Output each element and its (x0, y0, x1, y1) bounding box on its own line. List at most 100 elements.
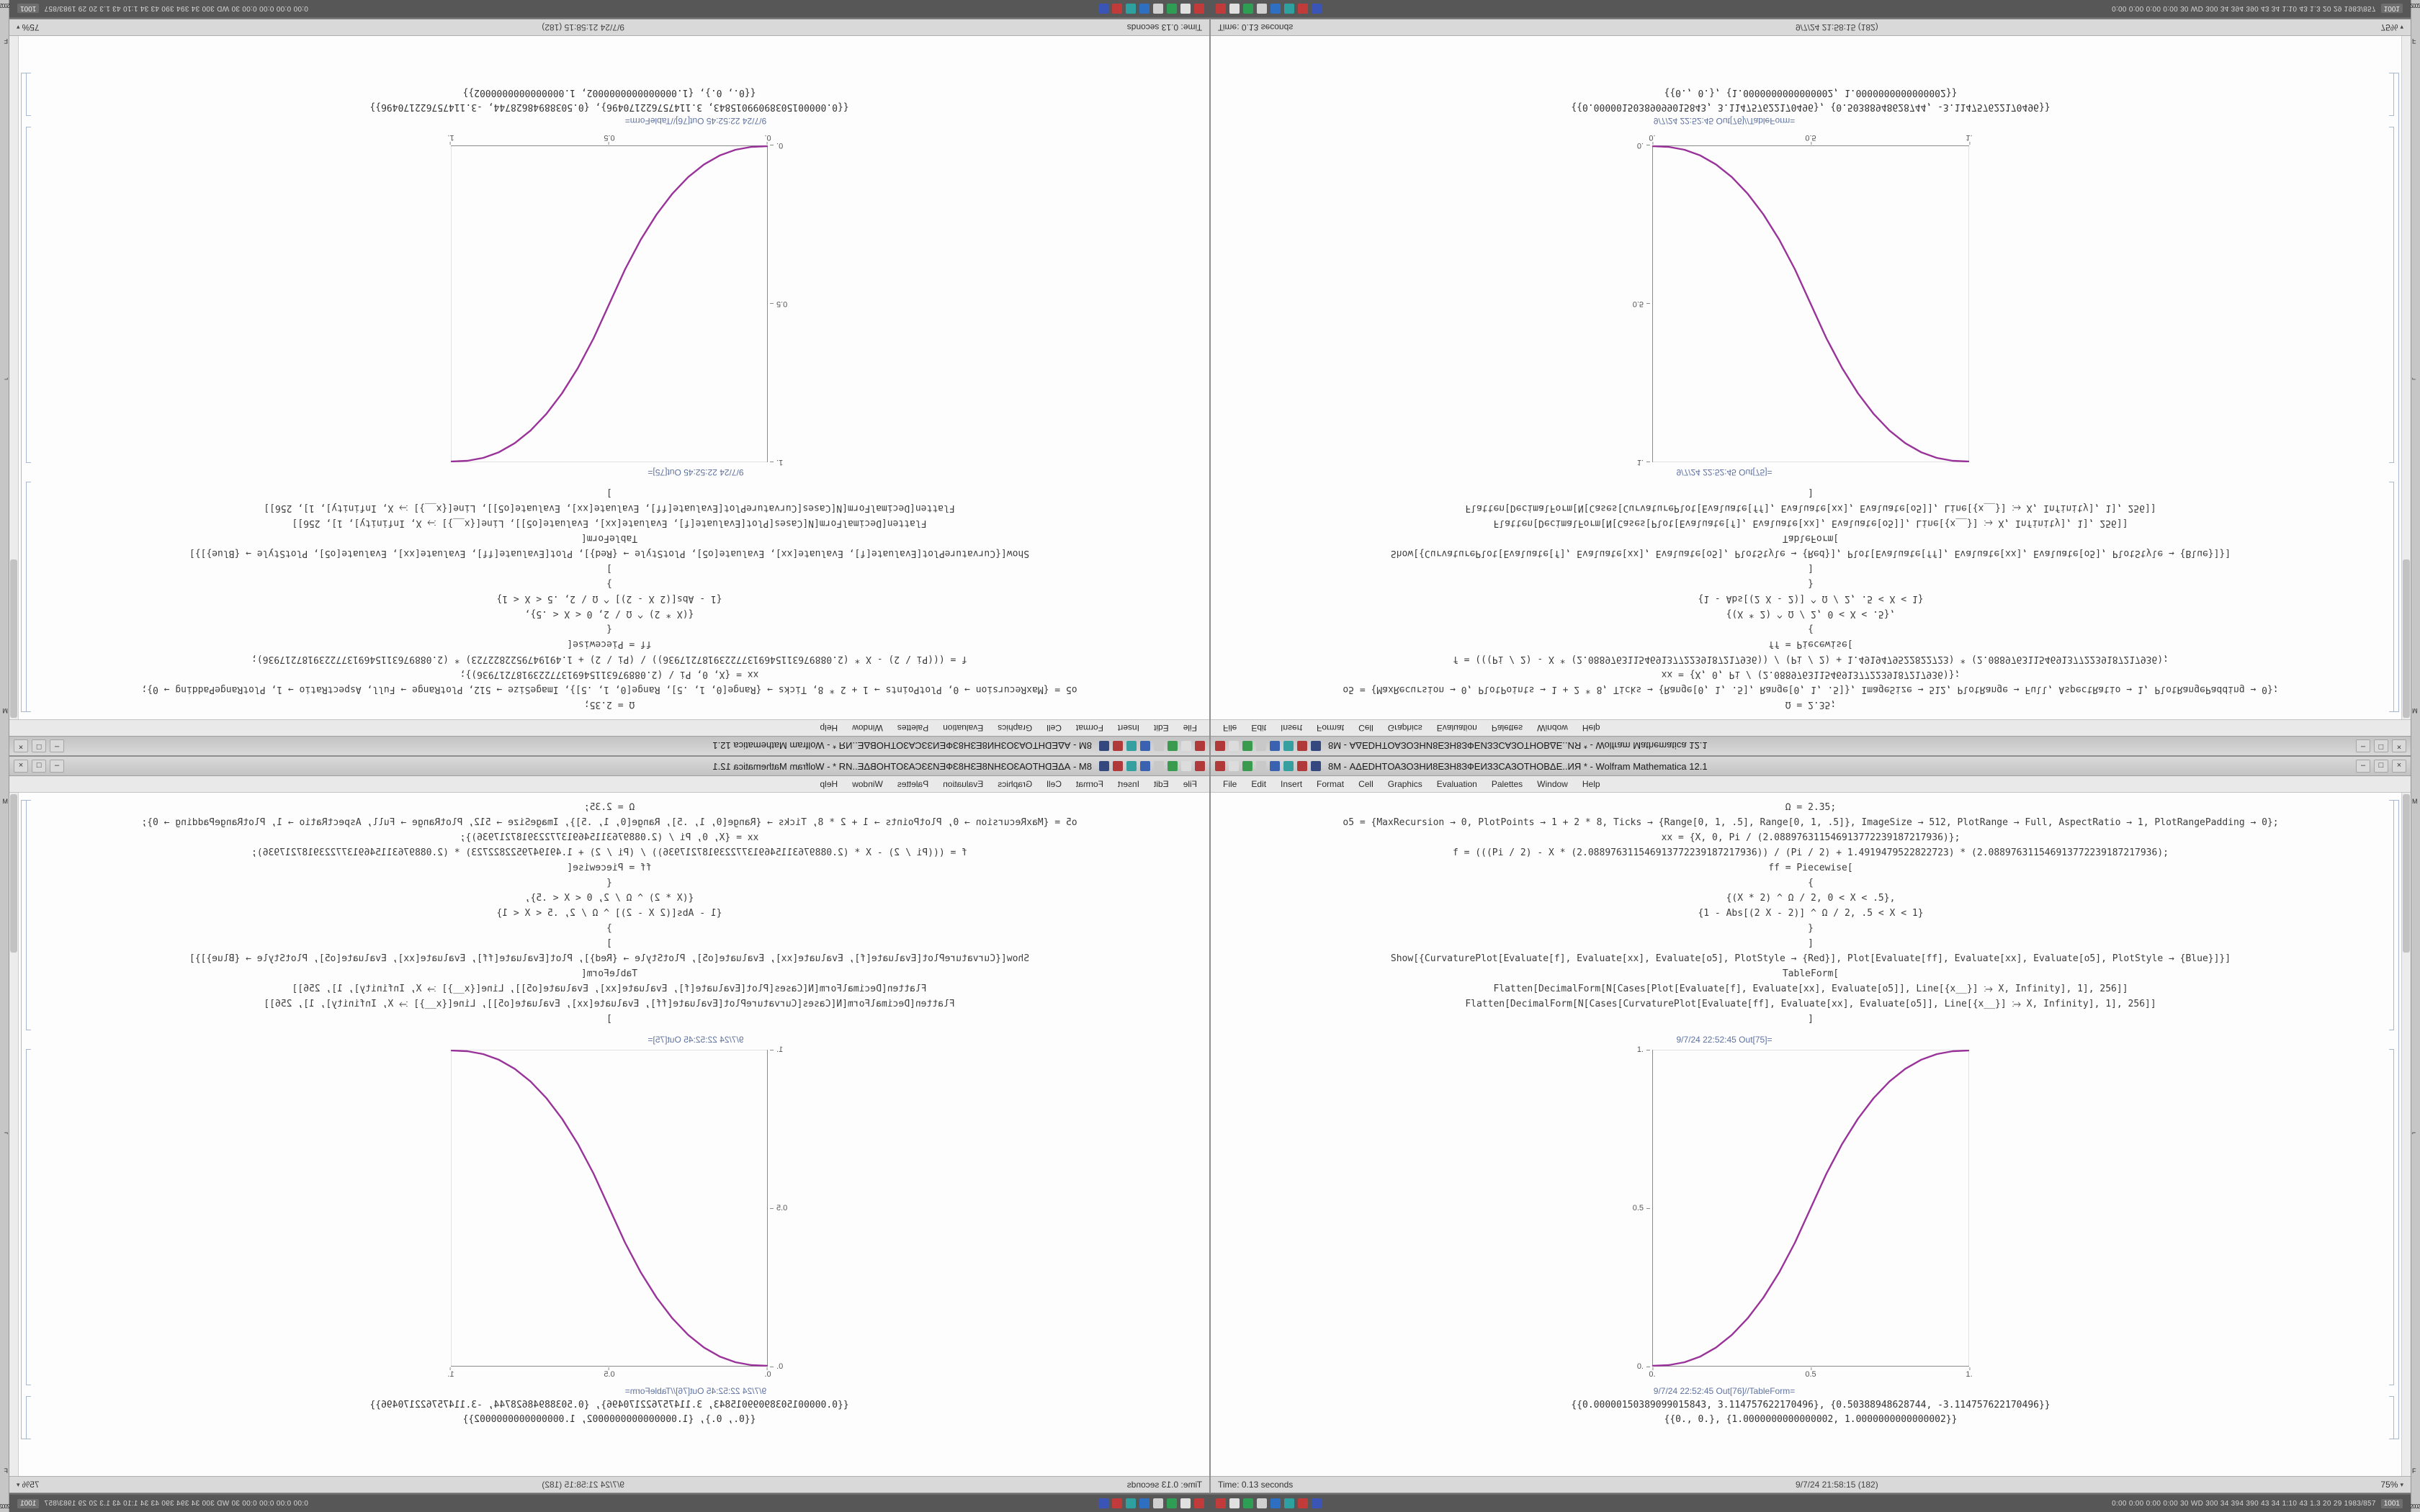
titlebar-app-icon-8[interactable] (1311, 741, 1321, 751)
titlebar-app-icon-4[interactable] (1256, 761, 1266, 771)
code-line[interactable]: { (1808, 624, 1814, 634)
titlebar-app-icon-7[interactable] (1297, 741, 1307, 751)
titlebar-app-icon-8[interactable] (1099, 761, 1109, 771)
taskbar-app-icon-6[interactable] (1126, 4, 1136, 14)
code-line[interactable]: Show[{CurvaturePlot[Evaluate[f], Evaluat… (1390, 548, 2231, 559)
taskbar-app-icon-2[interactable] (1180, 1498, 1191, 1508)
code-line[interactable]: Flatten[DecimalForm[N[Cases[CurvaturePlo… (264, 503, 955, 513)
taskbar-app-icon-1[interactable] (1216, 1498, 1226, 1508)
menu-item[interactable]: File (1183, 723, 1197, 733)
magnification-control[interactable]: 75% ▾ (2380, 1480, 2403, 1490)
code-line[interactable]: o5 = {MaxRecursion → 0, PlotPoints → 1 +… (1343, 817, 2279, 828)
code-line[interactable]: xx = {X, 0, Pi / (2.08897631154691377223… (1661, 669, 1960, 680)
magnification-control[interactable]: 75% ▾ (17, 1480, 40, 1490)
strip-glyph[interactable]: F (2412, 1467, 2416, 1475)
titlebar-app-icon-1[interactable] (1195, 741, 1205, 751)
vertical-scrollbar[interactable] (2401, 36, 2411, 719)
menu-item[interactable]: Format (1075, 779, 1103, 789)
menu-item[interactable]: Edit (1251, 779, 1267, 789)
titlebar-app-icon-5[interactable] (1140, 761, 1150, 771)
code-line[interactable]: ff = Piecewise[ (567, 639, 652, 649)
strip-glyph[interactable]: F (4, 37, 9, 45)
menu-item[interactable]: Cell (1358, 723, 1373, 733)
window-titlebar[interactable]: 8М - АΔЕDHTОАЗОЗНИ8ЕЗН8ЗФЕИЗЗСАЗОТНОВΔЕ.… (9, 736, 1209, 755)
titlebar-app-icon-7[interactable] (1113, 741, 1123, 751)
taskbar-app-icon-2[interactable] (1180, 4, 1191, 14)
strip-glyph[interactable]: F (2412, 37, 2416, 45)
menu-item[interactable]: Edit (1251, 723, 1267, 733)
window-titlebar[interactable]: 8М - АΔЕDHTОАЗОЗНИ8ЕЗН8ЗФЕИЗЗСАЗОТНОВΔЕ.… (1211, 757, 2411, 776)
titlebar-app-icon-1[interactable] (1215, 761, 1225, 771)
close-button[interactable]: × (14, 760, 28, 773)
taskbar-app-icon-4[interactable] (1257, 1498, 1267, 1508)
menu-item[interactable]: Help (1582, 723, 1600, 733)
titlebar-app-icon-6[interactable] (1283, 761, 1294, 771)
code-line[interactable]: ] (606, 1014, 612, 1025)
code-line[interactable]: ff = Piecewise[ (1768, 863, 1853, 873)
taskbar-app-icon-6[interactable] (1284, 1498, 1294, 1508)
taskbar-app-icon-5[interactable] (1139, 1498, 1150, 1508)
titlebar-app-icon-6[interactable] (1283, 741, 1294, 751)
titlebar-app-icon-3[interactable] (1242, 761, 1252, 771)
output-cell-bracket[interactable] (2389, 73, 2394, 116)
vertical-scrollbar[interactable] (9, 36, 19, 719)
menu-item[interactable]: Graphics (1387, 723, 1422, 733)
code-line[interactable]: Ω = 2.35; (1785, 802, 1837, 813)
taskbar-app-icon-8[interactable] (1312, 4, 1322, 14)
titlebar-app-icon-3[interactable] (1168, 741, 1178, 751)
strip-glyph[interactable]: M (2, 707, 9, 714)
cell-group-bracket[interactable] (21, 73, 26, 712)
code-line[interactable]: Show[{CurvaturePlot[Evaluate[f], Evaluat… (189, 548, 1030, 559)
code-line[interactable]: xx = {X, 0, Pi / (2.08897631154691377223… (460, 669, 759, 680)
strip-glyph[interactable]: M (2412, 707, 2418, 714)
taskbar-app-icon-7[interactable] (1298, 4, 1308, 14)
menu-item[interactable]: Palettes (897, 723, 929, 733)
menu-item[interactable]: File (1223, 779, 1237, 789)
titlebar-app-icon-6[interactable] (1126, 761, 1137, 771)
code-line[interactable]: } (606, 578, 612, 589)
scrollbar-thumb[interactable] (2403, 559, 2410, 718)
titlebar-app-icon-1[interactable] (1215, 741, 1225, 751)
menu-item[interactable]: File (1223, 723, 1237, 733)
output-cell-bracket[interactable] (26, 1049, 31, 1385)
titlebar-app-icon-2[interactable] (1181, 761, 1191, 771)
code-line[interactable]: {1 - Abs[(2 X - 2)] ^ Ω / 2, .5 < X < 1} (496, 908, 722, 919)
strip-glyph[interactable]: ⌐ (4, 1129, 8, 1136)
output-cell-bracket[interactable] (2389, 1396, 2394, 1439)
menu-item[interactable]: Palettes (1491, 779, 1523, 789)
taskbar-app-icon-7[interactable] (1298, 1498, 1308, 1508)
menu-item[interactable]: Format (1317, 779, 1345, 789)
menu-item[interactable]: Cell (1047, 723, 1062, 733)
titlebar-app-icon-2[interactable] (1181, 741, 1191, 751)
code-line[interactable]: f = (((Pi / 2) - X * (2.0889763115469137… (1453, 654, 2169, 665)
code-line[interactable]: Ω = 2.35; (1785, 699, 1837, 710)
titlebar-app-icon-4[interactable] (1154, 761, 1164, 771)
strip-glyph[interactable]: ⌐ (2412, 1129, 2416, 1136)
output-cell-bracket[interactable] (26, 127, 31, 463)
taskbar-app-icon-8[interactable] (1098, 1498, 1108, 1508)
strip-glyph[interactable]: ⌐ (4, 376, 8, 383)
menu-item[interactable]: Graphics (998, 723, 1033, 733)
taskbar-app-icon-7[interactable] (1112, 1498, 1122, 1508)
taskbar-app-icon-5[interactable] (1270, 1498, 1281, 1508)
menu-item[interactable]: Insert (1281, 779, 1303, 789)
code-line[interactable]: ff = Piecewise[ (567, 863, 652, 873)
scrollbar-thumb[interactable] (10, 559, 17, 718)
code-line[interactable]: TableForm[ (581, 533, 638, 544)
menu-item[interactable]: Insert (1281, 723, 1303, 733)
titlebar-app-icon-8[interactable] (1311, 761, 1321, 771)
output-cell-bracket[interactable] (2389, 127, 2394, 463)
cell-group-bracket[interactable] (2394, 800, 2399, 1439)
input-cell-bracket[interactable] (2389, 800, 2394, 1030)
code-line[interactable]: {1 - Abs[(2 X - 2)] ^ Ω / 2, .5 < X < 1} (1698, 908, 1924, 919)
titlebar-app-icon-5[interactable] (1270, 741, 1280, 751)
strip-glyph[interactable]: M (2412, 798, 2418, 805)
menu-item[interactable]: Cell (1358, 779, 1373, 789)
titlebar-app-icon-3[interactable] (1168, 761, 1178, 771)
menu-item[interactable]: Help (820, 779, 838, 789)
cell-group-bracket[interactable] (21, 800, 26, 1439)
code-line[interactable]: {(X * 2) ^ Ω / 2, 0 < X < .5}, (1726, 893, 1896, 904)
menu-item[interactable]: Help (820, 723, 838, 733)
minimize-button[interactable]: – (50, 760, 64, 773)
taskbar-app-icon-4[interactable] (1153, 4, 1163, 14)
